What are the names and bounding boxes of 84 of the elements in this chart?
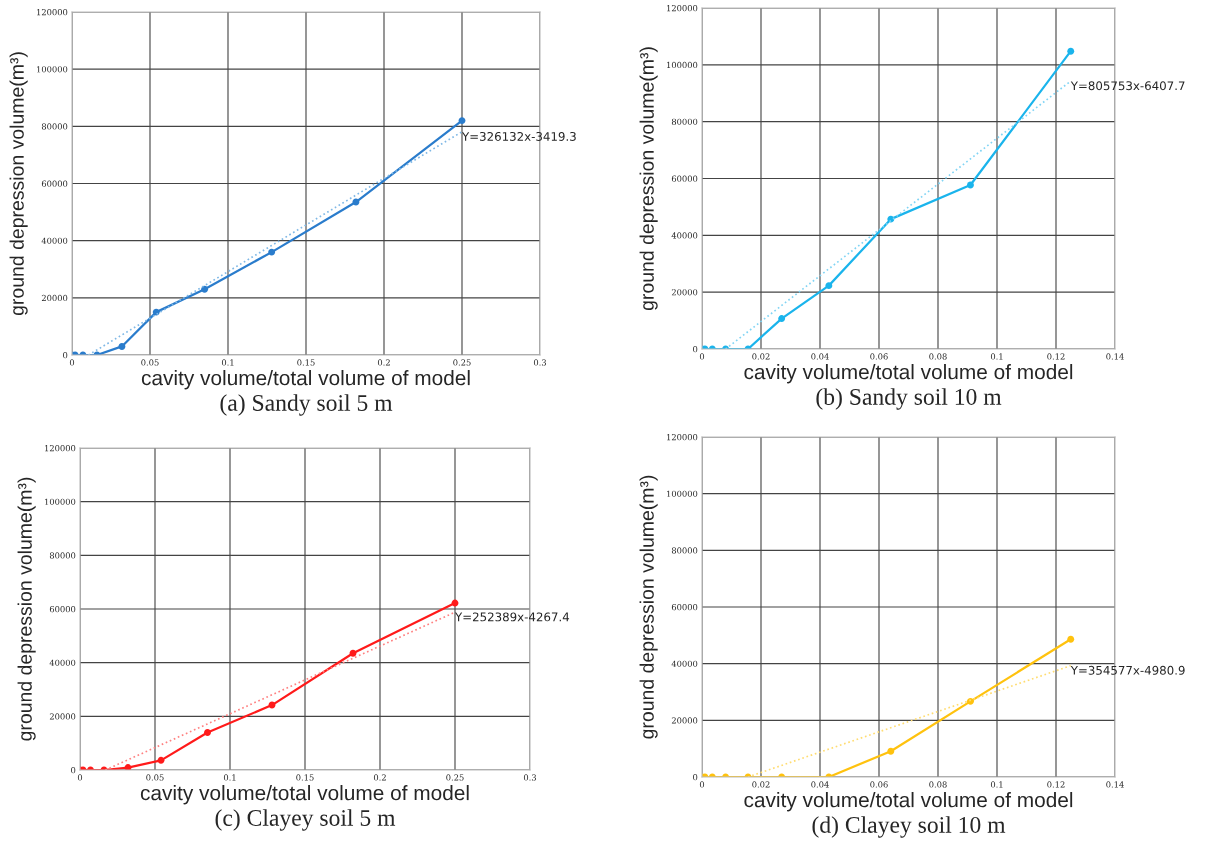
y-tick-label: 100000 [37, 66, 68, 73]
y-tick-label: 120000 [667, 433, 698, 441]
y-tick-label: 20000 [49, 713, 76, 720]
x-tick-label: 0.2 [373, 774, 386, 781]
y-tick-label: 80000 [671, 547, 698, 554]
y-tick-label: 100000 [667, 490, 698, 497]
y-tick-label: 40000 [671, 232, 698, 239]
x-tick-label: 0.1 [990, 353, 1003, 360]
y-tick-label: 40000 [671, 660, 698, 667]
x-tick-label: 0.04 [811, 781, 829, 788]
y-tick-label: 60000 [671, 603, 698, 611]
annotation: Y=805753x-6407.7 [1070, 81, 1185, 91]
annotation: Y=326132x-3419.3 [461, 131, 576, 141]
y-tick-label: 40000 [41, 237, 68, 244]
x-tick-label: 0.25 [453, 359, 471, 366]
point [778, 315, 786, 323]
point [825, 282, 833, 290]
point [458, 117, 466, 125]
x-tick-label: 0.06 [870, 353, 888, 360]
x-tick-label: 0.04 [811, 353, 829, 360]
x-tick-label: 0.3 [533, 359, 547, 366]
x-tick-label: 0.1 [221, 359, 234, 366]
x-axis-title: cavity volume/total volume of model [744, 364, 1073, 384]
x-axis-title: cavity volume/total volume of model [141, 370, 470, 390]
y-tick-label: 20000 [671, 717, 698, 724]
x-tick-label: 0 [699, 781, 705, 788]
y-tick-label: 80000 [41, 123, 68, 130]
annotation: Y=252389x-4267.4 [454, 612, 570, 622]
x-tick-label: 0.02 [752, 353, 770, 360]
x-tick-label: 0.14 [1106, 781, 1124, 788]
x-tick-label: 0.05 [146, 774, 164, 781]
text: (c) Clayey soil 5 m [215, 809, 396, 831]
x-tick-label: 0 [699, 353, 705, 360]
point [887, 747, 895, 755]
x-tick-label: 0.2 [377, 359, 390, 366]
point [268, 248, 276, 256]
y-tick-label: 60000 [49, 605, 76, 613]
text: (a) Sandy soil 5 m [220, 394, 393, 416]
y-tick-label: 100000 [667, 61, 698, 69]
y-tick-label: 20000 [671, 289, 698, 296]
y-axis-title: ground depression volume(m³) [9, 52, 28, 316]
y-axis-title: ground depression volume(m³) [639, 47, 658, 311]
point [204, 728, 211, 736]
point [966, 181, 974, 189]
x-tick-label: 0.08 [929, 353, 947, 360]
y-tick-label: 40000 [49, 659, 76, 666]
y-tick-label: 0 [71, 766, 76, 774]
x-tick-label: 0.06 [870, 781, 888, 788]
x-tick-label: 0.12 [1047, 353, 1065, 360]
point [157, 756, 165, 764]
point [118, 342, 126, 350]
y-tick-label: 60000 [671, 175, 698, 182]
x-tick-label: 0.25 [446, 774, 464, 781]
y-tick-label: 120000 [37, 8, 68, 16]
x-tick-label: 0.02 [752, 781, 770, 788]
x-tick-label: 0 [77, 774, 83, 781]
x-axis-title: cavity volume/total volume of model [140, 785, 469, 805]
y-tick-label: 100000 [45, 498, 76, 505]
text: (d) Clayey soil 10 m [812, 816, 1006, 838]
x-tick-label: 0.14 [1106, 353, 1124, 360]
x-tick-label: 0.1 [223, 774, 236, 781]
x-tick-label: 0.15 [297, 359, 315, 366]
point [201, 285, 209, 293]
y-tick-label: 60000 [41, 180, 68, 187]
x-tick-label: 0.1 [990, 781, 1003, 788]
text: (b) Sandy soil 10 m [816, 388, 1002, 410]
y-tick-label: 80000 [671, 118, 698, 125]
point [1067, 635, 1075, 643]
annotation: Y=354577x-4980.9 [1070, 665, 1185, 675]
x-tick-label: 0.05 [141, 359, 159, 366]
y-axis-title: ground depression volume(m³) [17, 477, 36, 741]
point [1067, 47, 1075, 55]
x-tick-label: 0.12 [1047, 781, 1065, 788]
y-tick-label: 80000 [49, 552, 76, 559]
y-tick-label: 120000 [667, 4, 698, 12]
x-tick-label: 0.08 [929, 781, 947, 788]
x-axis-title: cavity volume/total volume of model [744, 792, 1073, 812]
y-tick-label: 0 [693, 345, 698, 353]
point [349, 649, 357, 657]
x-tick-label: 0.3 [523, 774, 537, 781]
y-axis-title: ground depression volume(m³) [639, 475, 658, 739]
y-tick-label: 20000 [41, 294, 68, 302]
y-tick-label: 120000 [45, 444, 76, 452]
x-tick-label: 0.15 [296, 774, 314, 781]
